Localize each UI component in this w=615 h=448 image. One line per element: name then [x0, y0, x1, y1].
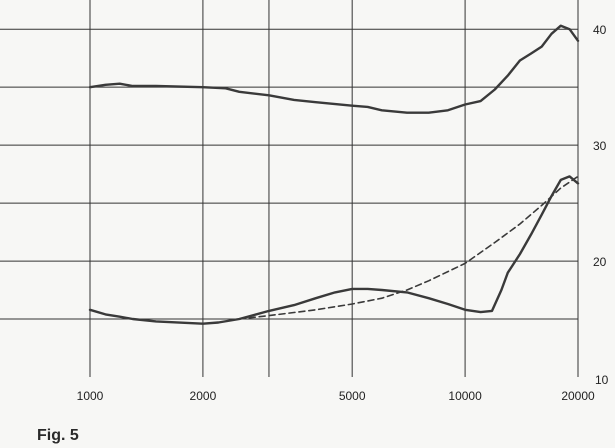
x-tick-label: 5000 — [339, 389, 366, 403]
x-tick-label: 10000 — [448, 389, 482, 403]
x-tick-label: 20000 — [561, 389, 595, 403]
y-tick-label: 40 — [593, 23, 607, 37]
figure-label: Fig. 5 — [37, 427, 79, 444]
solid-curve-1 — [88, 24, 580, 114]
x-tick-label: 2000 — [190, 389, 217, 403]
y-tick-label: 10 — [595, 373, 609, 387]
x-tick-label: 1000 — [77, 389, 104, 403]
y-tick-label: 30 — [593, 139, 607, 153]
dashed-curve-3 — [238, 175, 579, 320]
y-tick-label: 20 — [593, 255, 607, 269]
solid-curve-2 — [88, 175, 580, 325]
